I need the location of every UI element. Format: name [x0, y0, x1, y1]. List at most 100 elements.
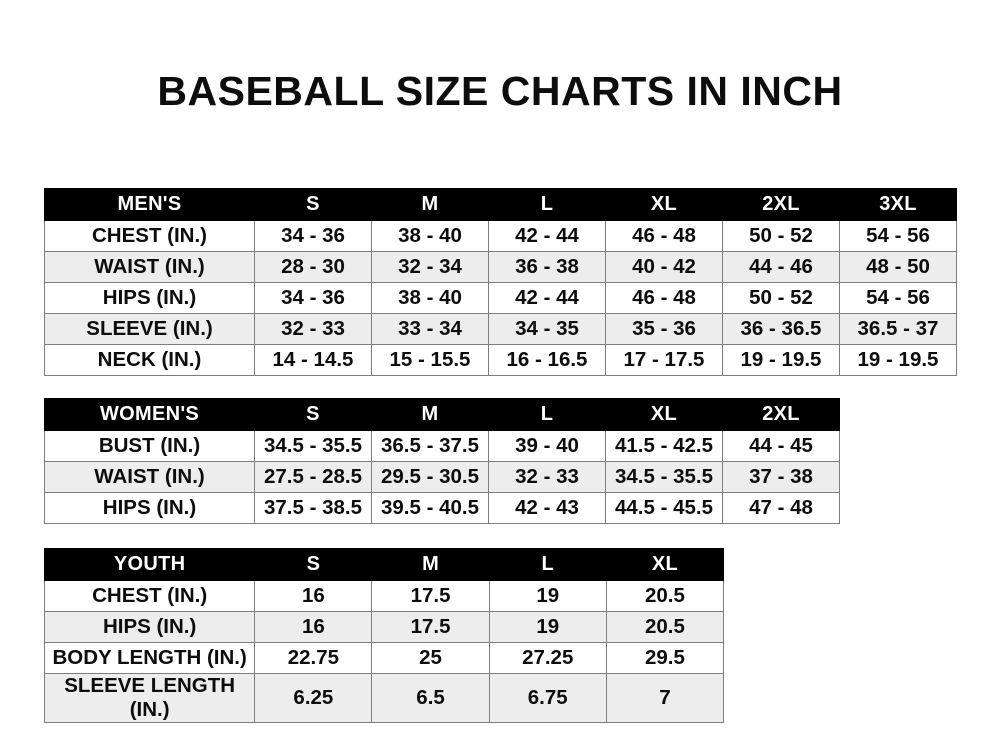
table-size-header: L [488, 548, 607, 581]
table-size-header: L [488, 188, 606, 221]
measurement-value: 29.5 [605, 642, 725, 674]
measurement-value: 38 - 40 [371, 282, 489, 314]
measurement-value: 42 - 43 [488, 492, 606, 524]
measurement-value: 6.25 [254, 673, 373, 723]
table-size-header: M [371, 548, 490, 581]
measurement-value: 16 [254, 611, 373, 643]
table-size-header: L [488, 398, 606, 431]
measurement-value: 28 - 30 [254, 251, 372, 283]
measurement-value: 35 - 36 [605, 313, 723, 345]
table-size-header: M [371, 188, 489, 221]
measurement-value: 36 - 38 [488, 251, 606, 283]
measurement-value: 17.5 [371, 580, 490, 612]
measurement-value: 34 - 36 [254, 282, 372, 314]
measurement-value: 6.75 [488, 673, 607, 723]
table-row: SLEEVE LENGTH (IN.) 6.25 6.5 6.75 7 [43, 673, 725, 723]
measurement-label: WAIST (IN.) [44, 251, 255, 283]
measurement-value: 14 - 14.5 [254, 344, 372, 376]
youth-table-header: YOUTH S M L XL [43, 548, 725, 581]
table-row: BODY LENGTH (IN.) 22.75 25 27.25 29.5 [43, 642, 725, 674]
measurement-value: 48 - 50 [839, 251, 957, 283]
measurement-value: 29.5 - 30.5 [371, 461, 489, 493]
measurement-label: WAIST (IN.) [44, 461, 255, 493]
measurement-value: 37.5 - 38.5 [254, 492, 372, 524]
table-size-header: XL [605, 188, 723, 221]
measurement-value: 20.5 [605, 611, 725, 643]
measurement-value: 44 - 45 [722, 430, 840, 462]
measurement-value: 15 - 15.5 [371, 344, 489, 376]
measurement-label: BODY LENGTH (IN.) [43, 642, 256, 674]
measurement-value: 38 - 40 [371, 220, 489, 252]
womens-size-table: WOMEN'S S M L XL 2XL BUST (IN.) 34.5 - 35.5 36.… [44, 398, 840, 524]
measurement-value: 42 - 44 [488, 220, 606, 252]
table-header-row: YOUTH S M L XL [43, 548, 725, 581]
measurement-value: 40 - 42 [605, 251, 723, 283]
measurement-value: 32 - 33 [254, 313, 372, 345]
measurement-label: CHEST (IN.) [44, 220, 255, 252]
measurement-label: SLEEVE LENGTH (IN.) [43, 673, 256, 723]
womens-table-body: BUST (IN.) 34.5 - 35.5 36.5 - 37.5 39 - 40 4… [44, 430, 840, 524]
table-size-header: 3XL [839, 188, 957, 221]
measurement-value: 46 - 48 [605, 282, 723, 314]
table-row: NECK (IN.) 14 - 14.5 15 - 15.5 16 - 16.5 17 … [44, 344, 957, 376]
table-size-header: 2XL [722, 188, 840, 221]
measurement-value: 54 - 56 [839, 282, 957, 314]
table-size-header: XL [605, 398, 723, 431]
measurement-value: 20.5 [605, 580, 725, 612]
measurement-value: 34 - 36 [254, 220, 372, 252]
table-size-header: 2XL [722, 398, 840, 431]
page-title: BASEBALL SIZE CHARTS IN INCH [157, 68, 843, 114]
measurement-value: 41.5 - 42.5 [605, 430, 723, 462]
measurement-value: 34.5 - 35.5 [254, 430, 372, 462]
measurement-value: 16 - 16.5 [488, 344, 606, 376]
measurement-value: 32 - 34 [371, 251, 489, 283]
table-size-header: S [254, 188, 372, 221]
measurement-value: 50 - 52 [722, 282, 840, 314]
table-size-header: XL [605, 548, 725, 581]
table-row: HIPS (IN.) 16 17.5 19 20.5 [43, 611, 725, 643]
measurement-value: 39 - 40 [488, 430, 606, 462]
table-size-header: S [254, 398, 372, 431]
youth-size-table: YOUTH S M L XL CHEST (IN.) 16 17.5 19 20.5 HIPS (… [43, 548, 725, 723]
measurement-value: 34.5 - 35.5 [605, 461, 723, 493]
table-row: HIPS (IN.) 37.5 - 38.5 39.5 - 40.5 42 - 43 4… [44, 492, 840, 524]
mens-table-header: MEN'S S M L XL 2XL 3XL [44, 188, 957, 221]
measurement-value: 36 - 36.5 [722, 313, 840, 345]
table-size-header: M [371, 398, 489, 431]
measurement-label: CHEST (IN.) [43, 580, 256, 612]
measurement-value: 36.5 - 37 [839, 313, 957, 345]
measurement-value: 25 [371, 642, 490, 674]
table-row: SLEEVE (IN.) 32 - 33 33 - 34 34 - 35 35 - 36… [44, 313, 957, 345]
measurement-value: 54 - 56 [839, 220, 957, 252]
table-category-header: WOMEN'S [44, 398, 255, 431]
measurement-label: HIPS (IN.) [44, 282, 255, 314]
mens-table-body: CHEST (IN.) 34 - 36 38 - 40 42 - 44 46 - 48 5… [44, 220, 957, 376]
measurement-value: 7 [605, 673, 725, 723]
table-row: WAIST (IN.) 28 - 30 32 - 34 36 - 38 40 - 42 4… [44, 251, 957, 283]
measurement-value: 16 [254, 580, 373, 612]
measurement-value: 34 - 35 [488, 313, 606, 345]
table-row: BUST (IN.) 34.5 - 35.5 36.5 - 37.5 39 - 40 4… [44, 430, 840, 462]
measurement-value: 47 - 48 [722, 492, 840, 524]
table-category-header: YOUTH [43, 548, 256, 581]
measurement-label: HIPS (IN.) [43, 611, 256, 643]
measurement-value: 22.75 [254, 642, 373, 674]
measurement-value: 17.5 [371, 611, 490, 643]
measurement-value: 33 - 34 [371, 313, 489, 345]
table-category-header: MEN'S [44, 188, 255, 221]
table-size-header: S [254, 548, 373, 581]
womens-table-header: WOMEN'S S M L XL 2XL [44, 398, 840, 431]
youth-table-body: CHEST (IN.) 16 17.5 19 20.5 HIPS (IN.) 16 17.5 1… [43, 580, 725, 723]
measurement-value: 27.5 - 28.5 [254, 461, 372, 493]
measurement-value: 19 - 19.5 [722, 344, 840, 376]
measurement-label: SLEEVE (IN.) [44, 313, 255, 345]
measurement-value: 50 - 52 [722, 220, 840, 252]
table-header-row: WOMEN'S S M L XL 2XL [44, 398, 840, 431]
table-header-row: MEN'S S M L XL 2XL 3XL [44, 188, 957, 221]
measurement-label: NECK (IN.) [44, 344, 255, 376]
measurement-value: 36.5 - 37.5 [371, 430, 489, 462]
table-row: HIPS (IN.) 34 - 36 38 - 40 42 - 44 46 - 48 50… [44, 282, 957, 314]
table-row: CHEST (IN.) 34 - 36 38 - 40 42 - 44 46 - 48 5… [44, 220, 957, 252]
measurement-value: 46 - 48 [605, 220, 723, 252]
measurement-value: 19 [488, 580, 607, 612]
